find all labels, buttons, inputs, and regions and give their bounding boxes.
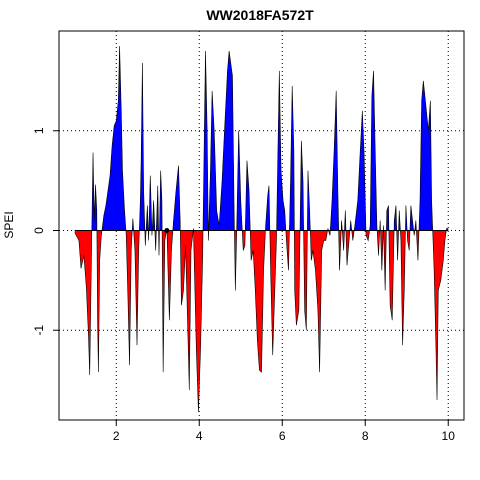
x-axis: 2 4 6 8 10 [113, 420, 455, 443]
y-tick-label: -1 [32, 325, 46, 336]
y-axis: -1 0 1 [32, 127, 59, 336]
x-tick-label: 2 [113, 429, 120, 443]
x-tick-label: 6 [279, 429, 286, 443]
chart-title: WW2018FA572T [206, 7, 314, 23]
plot-frame [58, 30, 465, 421]
x-tick-label: 4 [196, 429, 203, 443]
plot-area [59, 31, 464, 420]
negative-area [74, 230, 447, 413]
y-axis-label: SPEI [2, 211, 16, 238]
series-line [74, 45, 449, 413]
y-tick-label: 0 [32, 227, 46, 234]
marker-point [164, 227, 170, 233]
x-tick-label: 8 [362, 429, 369, 443]
positive-area [91, 45, 449, 231]
y-tick-label: 1 [32, 127, 46, 134]
x-tick-label: 10 [442, 429, 456, 443]
